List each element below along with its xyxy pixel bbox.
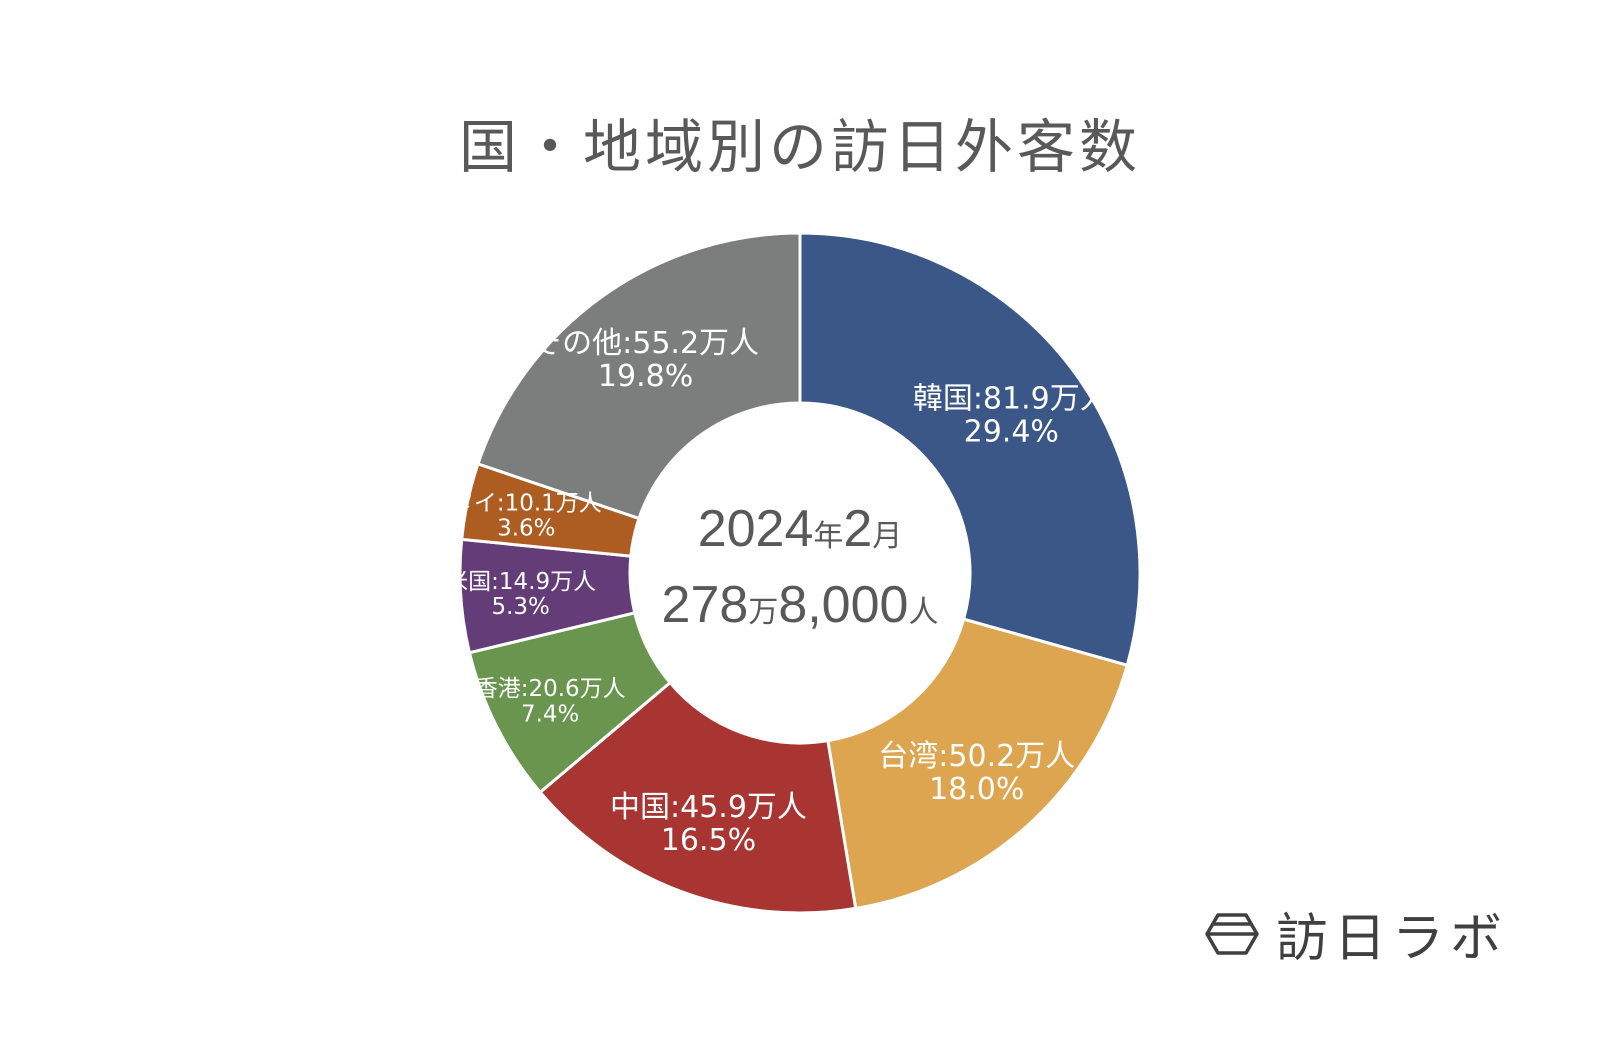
slice-label-percent: 7.4% bbox=[521, 701, 579, 727]
center-total: 278万8,000人 bbox=[662, 576, 939, 634]
slice-label-米国: 米国:14.9万人 5.3% bbox=[445, 569, 596, 620]
slice-label-percent: 5.3% bbox=[491, 594, 549, 620]
center-total-num2: 8,000 bbox=[778, 576, 908, 634]
slice-label-韓国: 韓国:81.9万人 29.4% bbox=[913, 382, 1110, 450]
chart-title: 国・地域別の訪日外客数 bbox=[458, 113, 1141, 181]
slice-label-value: 台湾:50.2万人 bbox=[878, 739, 1075, 774]
slice-韓国 bbox=[798, 231, 1142, 668]
slice-その他 bbox=[476, 231, 802, 521]
slice-label-value: 韓国:81.9万人 bbox=[913, 382, 1110, 417]
slice-label-percent: 29.4% bbox=[964, 415, 1059, 450]
center-period: 2024年2月 bbox=[698, 500, 903, 558]
slice-label-台湾: 台湾:50.2万人 18.0% bbox=[878, 739, 1075, 807]
donut-slices bbox=[458, 231, 1142, 915]
center-period-year: 2024 bbox=[698, 500, 814, 558]
slice-label-value: タイ:10.1万人 bbox=[451, 490, 602, 516]
center-period-month: 2 bbox=[843, 500, 872, 558]
slice-label-value: 中国:45.9万人 bbox=[610, 790, 807, 825]
brand-logo: 訪日ラボ bbox=[1204, 896, 1508, 971]
slice-label-percent: 18.0% bbox=[929, 772, 1024, 807]
slice-label-value: 香港:20.6万人 bbox=[475, 676, 626, 702]
slice-labels: 韓国:81.9万人 29.4% 台湾:50.2万人 18.0% 中国:45.9万人 16.… bbox=[445, 326, 1110, 858]
slice-label-percent: 19.8% bbox=[598, 359, 693, 394]
center-period-month-unit: 月 bbox=[872, 520, 902, 553]
center-total-num1: 278 bbox=[662, 576, 749, 634]
slice-label-タイ: タイ:10.1万人 3.6% bbox=[451, 490, 602, 541]
center-total-unit2: 人 bbox=[908, 596, 938, 629]
slice-台湾 bbox=[826, 617, 1130, 911]
slice-label-香港: 香港:20.6万人 7.4% bbox=[475, 676, 626, 727]
slice-label-value: 米国:14.9万人 bbox=[445, 569, 596, 595]
slice-label-中国: 中国:45.9万人 16.5% bbox=[610, 790, 807, 858]
slice-中国 bbox=[538, 680, 858, 915]
brand-name: 訪日ラボ bbox=[1276, 909, 1509, 969]
center-total-unit1: 万 bbox=[748, 596, 778, 629]
center-period-year-unit: 年 bbox=[813, 520, 843, 553]
slice-label-percent: 16.5% bbox=[661, 823, 756, 858]
slice-label-percent: 3.6% bbox=[497, 516, 555, 542]
slice-label-value: その他:55.2万人 bbox=[532, 326, 759, 361]
slice-label-その他: その他:55.2万人 19.8% bbox=[532, 326, 759, 394]
hexagon-logo-icon bbox=[1205, 912, 1259, 955]
